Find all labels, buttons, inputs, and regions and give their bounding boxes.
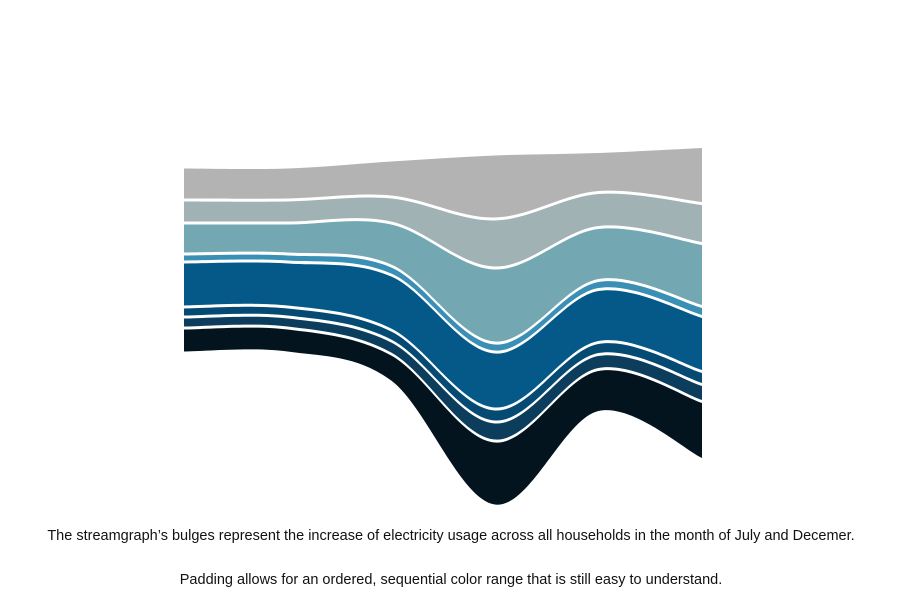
caption-line-2: Padding allows for an ordered, sequentia… [179,572,723,588]
stream-layer-6 [184,221,702,342]
stream-layer-4 [184,262,702,408]
caption-line-1: The streamgraph’s bulges represent the i… [47,528,855,544]
stream-layer-1 [184,327,702,505]
stream-layer-7 [184,193,702,267]
stream-layers [184,148,702,505]
streamgraph-chart [184,148,702,505]
stream-layer-8 [184,148,702,218]
